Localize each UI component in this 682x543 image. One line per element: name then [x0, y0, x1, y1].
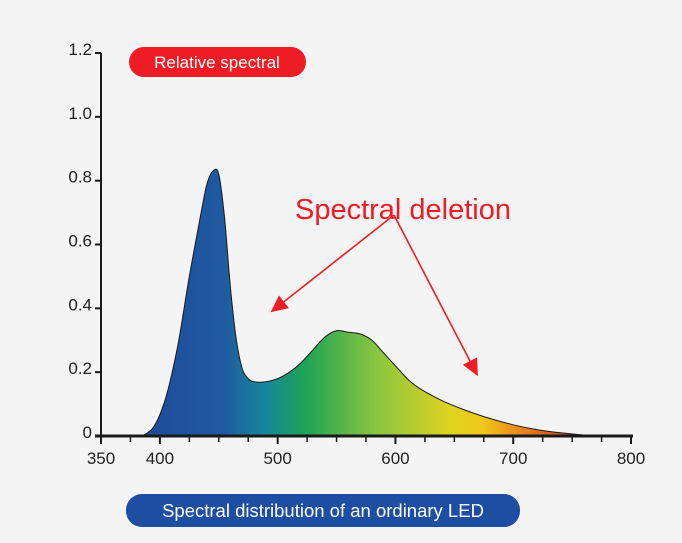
x-tick-label: 700	[499, 449, 527, 468]
x-tick-label: 500	[263, 449, 291, 468]
annotation-text: Spectral deletion	[295, 194, 511, 226]
x-tick-label: 600	[381, 449, 409, 468]
annotation-arrow-line	[393, 214, 471, 362]
caption-badge	[126, 494, 520, 527]
chart-title: Relative spectral	[154, 53, 280, 72]
y-tick-label: 1.0	[68, 104, 92, 123]
annotation-layer: Spectral deletion	[270, 194, 511, 377]
x-tick-label: 350	[87, 449, 115, 468]
annotation-arrow-head	[462, 357, 478, 377]
y-tick-label: 1.2	[68, 40, 92, 59]
annotation-arrow-line	[283, 214, 395, 303]
spectrum-area	[140, 168, 596, 437]
y-tick-label: 0.6	[68, 232, 92, 251]
chart-caption: Spectral distribution of an ordinary LED	[162, 500, 484, 521]
title-badge	[129, 47, 306, 77]
y-tick-label: 0.4	[68, 295, 92, 314]
x-tick-label: 400	[146, 449, 174, 468]
area-layer	[140, 168, 596, 437]
badge-layer: Relative spectral Spectral distribution …	[126, 47, 520, 527]
y-tick-label: 0.2	[68, 359, 92, 378]
y-tick-label: 0.8	[68, 168, 92, 187]
x-tick-label: 800	[617, 449, 645, 468]
axis-layer: 0 0.2 0.4 0.6 0.8 1.0 1.2 350 400 500 600 700 800	[68, 40, 645, 468]
annotation-arrow-head	[270, 295, 289, 313]
y-tick-label: 0	[83, 423, 92, 442]
